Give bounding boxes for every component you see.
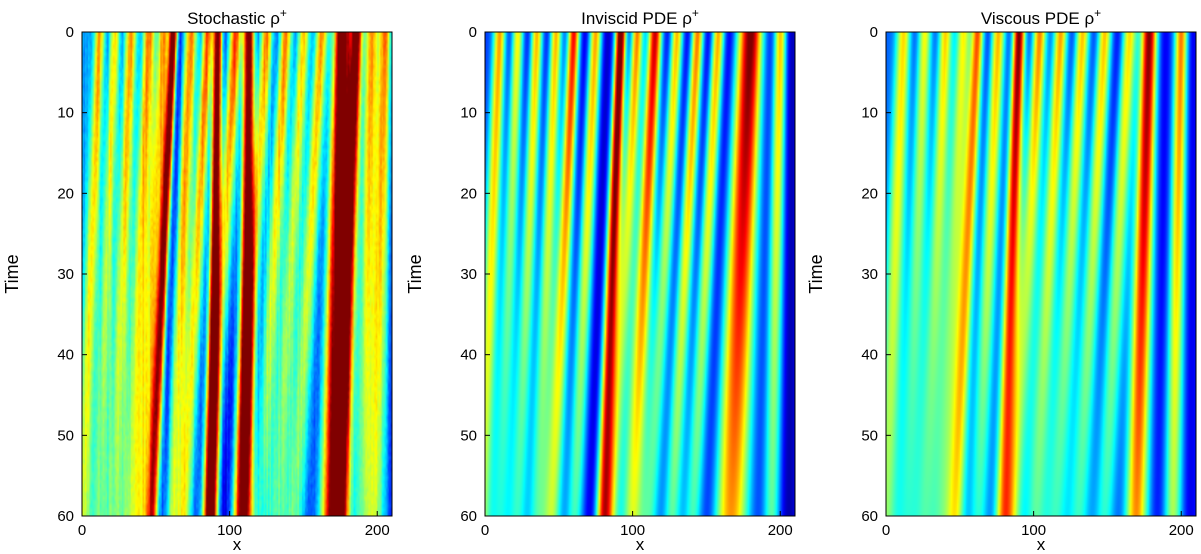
x-tick-label: 100: [620, 522, 645, 539]
x-tick-label: 200: [1169, 522, 1194, 539]
y-tick-label: 30: [861, 266, 878, 283]
y-tick-label: 30: [460, 266, 477, 283]
y-axis: 0 10 20 30 40 50 60: [460, 24, 490, 525]
panel-title: Stochastic ρ+: [187, 6, 287, 28]
heatmap-image: [886, 32, 1196, 516]
panel-stochastic: Stochastic ρ+ 0 100 200 0 10 20 30 40 50 60 x Ti…: [2, 6, 393, 554]
y-axis-label: Time: [405, 254, 425, 293]
y-axis: 0 10 20 30 40 50 60: [57, 24, 87, 525]
x-axis: 0 100 200: [481, 511, 793, 539]
x-tick-label: 200: [768, 522, 793, 539]
heatmap-image: [485, 32, 795, 516]
x-axis-label: x: [1037, 535, 1046, 554]
panel-title: Viscous PDE ρ+: [981, 6, 1101, 28]
y-tick-label: 40: [57, 347, 74, 364]
panel-title: Inviscid PDE ρ+: [581, 6, 699, 28]
y-tick-label: 50: [861, 427, 878, 444]
x-tick-label: 0: [481, 522, 489, 539]
y-tick-label: 0: [870, 24, 878, 41]
x-tick-label: 0: [78, 522, 86, 539]
y-axis: 0 10 20 30 40 50 60: [861, 24, 891, 525]
y-tick-label: 20: [460, 185, 477, 202]
y-tick-label: 60: [861, 508, 878, 525]
y-tick-label: 0: [66, 24, 74, 41]
y-axis-label: Time: [2, 254, 22, 293]
y-tick-label: 10: [57, 105, 74, 122]
x-axis-label: x: [233, 535, 242, 554]
x-tick-label: 100: [1021, 522, 1046, 539]
y-tick-label: 60: [57, 508, 74, 525]
x-tick-label: 0: [882, 522, 890, 539]
y-tick-label: 60: [460, 508, 477, 525]
y-tick-label: 10: [861, 105, 878, 122]
y-tick-label: 20: [861, 185, 878, 202]
y-tick-label: 10: [460, 105, 477, 122]
x-axis-label: x: [636, 535, 645, 554]
y-tick-label: 20: [57, 185, 74, 202]
y-tick-label: 50: [460, 427, 477, 444]
x-axis: 0 100 200: [78, 511, 390, 539]
y-tick-label: 50: [57, 427, 74, 444]
y-tick-label: 40: [460, 347, 477, 364]
y-tick-label: 0: [469, 24, 477, 41]
y-tick-label: 40: [861, 347, 878, 364]
x-axis: 0 100 200: [882, 511, 1194, 539]
heatmap-image: [82, 32, 392, 516]
x-tick-label: 100: [217, 522, 242, 539]
y-axis-label: Time: [806, 254, 826, 293]
y-tick-label: 30: [57, 266, 74, 283]
panel-viscous: Viscous PDE ρ+ 0 100 200 0 10 20 30 40 50 60 x T…: [806, 6, 1197, 554]
x-tick-label: 200: [365, 522, 390, 539]
